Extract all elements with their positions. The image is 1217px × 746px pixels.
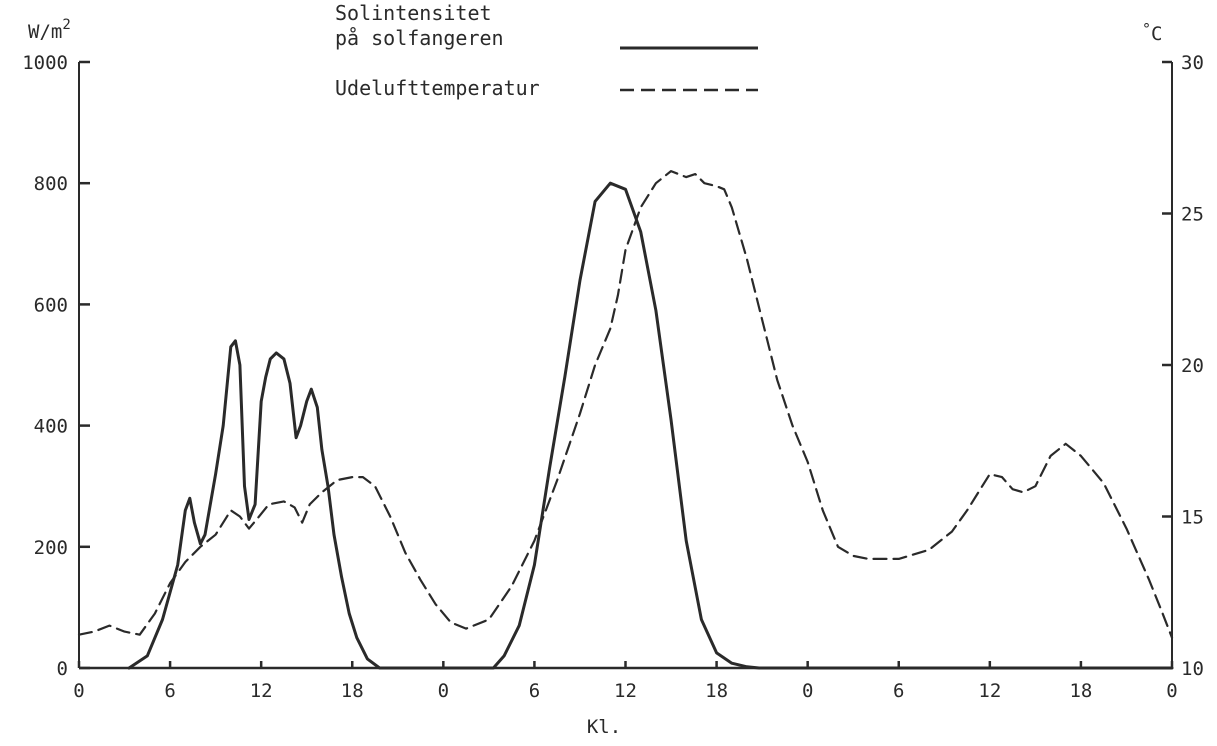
right-tick-label: 25 bbox=[1181, 204, 1204, 226]
left-tick-label: 0 bbox=[57, 658, 68, 680]
right-tick-label: 30 bbox=[1181, 52, 1204, 74]
x-tick-label: 12 bbox=[978, 680, 1001, 702]
x-tick-label: 18 bbox=[341, 680, 364, 702]
x-axis-ticks: 0 6 12 18 0 6 12 18 0 6 12 18 0 bbox=[73, 661, 1178, 702]
axis-titles: W/m2 °C Kl. bbox=[28, 17, 1162, 738]
left-tick-label: 1000 bbox=[22, 52, 68, 74]
x-tick-label: 6 bbox=[164, 680, 175, 702]
x-tick-label: 0 bbox=[802, 680, 813, 702]
x-tick-label: 6 bbox=[893, 680, 904, 702]
left-tick-label: 400 bbox=[34, 416, 68, 438]
right-tick-label: 10 bbox=[1181, 658, 1204, 680]
x-tick-label: 18 bbox=[1069, 680, 1092, 702]
series-line-temperature bbox=[77, 170, 1174, 639]
x-tick-label: 12 bbox=[614, 680, 637, 702]
y-axis-left-title: W/m2 bbox=[28, 17, 71, 43]
left-tick-label: 600 bbox=[34, 294, 68, 316]
legend-label-temperature: Udelufttemperatur bbox=[335, 76, 540, 100]
right-tick-label: 15 bbox=[1181, 507, 1204, 529]
legend-label-solar-line1: Solintensitet bbox=[335, 1, 492, 25]
left-tick-label: 800 bbox=[34, 173, 68, 195]
x-tick-label: 12 bbox=[250, 680, 273, 702]
left-axis-ticks: 0 200 400 600 800 1000 bbox=[22, 52, 90, 680]
series-layer bbox=[77, 170, 1174, 670]
plot-frame bbox=[78, 62, 1173, 670]
x-tick-label: 6 bbox=[529, 680, 540, 702]
x-tick-label: 18 bbox=[705, 680, 728, 702]
y-axis-right-title: °C bbox=[1142, 20, 1162, 45]
x-tick-label: 0 bbox=[438, 680, 449, 702]
left-tick-label: 200 bbox=[34, 537, 68, 559]
series-line-solar-intensity bbox=[127, 181, 1174, 670]
x-tick-label: 0 bbox=[1166, 680, 1177, 702]
right-tick-label: 20 bbox=[1181, 355, 1204, 377]
x-axis-title: Kl. bbox=[587, 716, 621, 738]
right-axis-ticks: 10 15 20 25 30 bbox=[1162, 52, 1204, 680]
legend-label-solar-line2: på solfangeren bbox=[335, 26, 504, 50]
legend: Solintensitet på solfangeren Udelufttemp… bbox=[335, 1, 758, 100]
x-tick-label: 0 bbox=[73, 680, 84, 702]
